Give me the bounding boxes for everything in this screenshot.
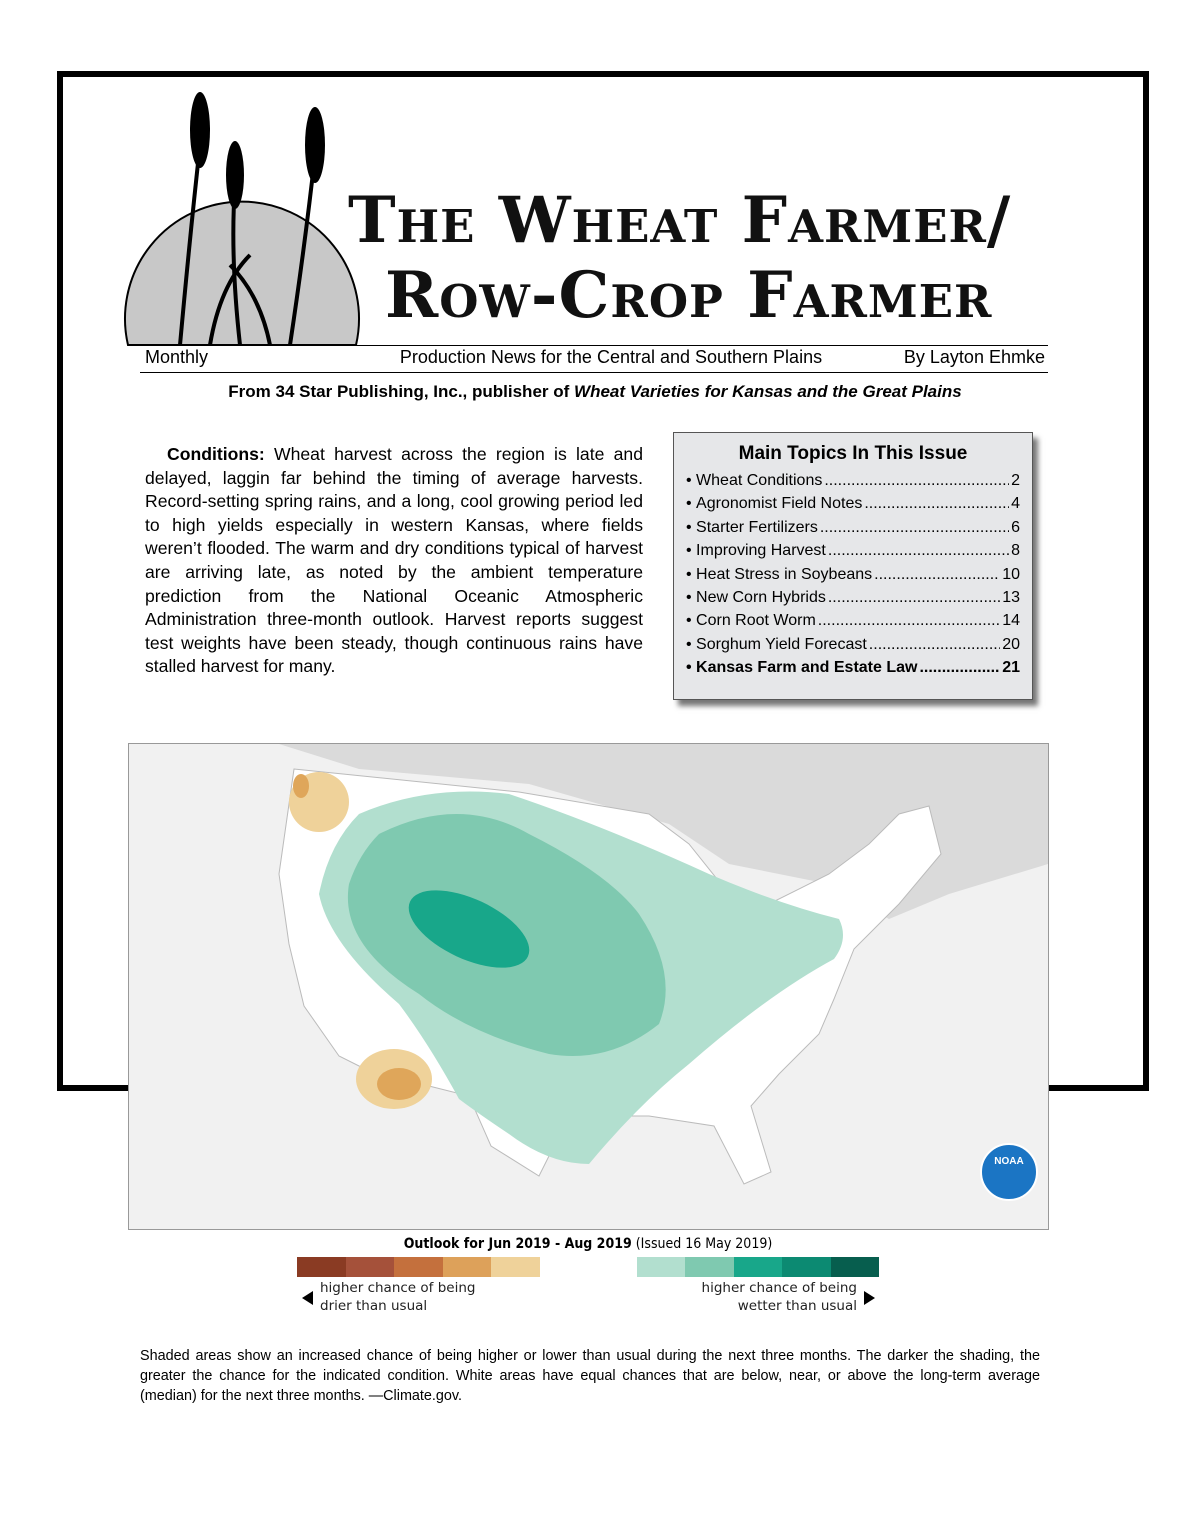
topic-label: Corn Root Worm	[696, 612, 816, 630]
topic-label: Improving Harvest	[696, 542, 826, 560]
footnote: Shaded areas show an increased chance of…	[140, 1348, 1040, 1404]
topics-box: Main Topics In This Issue Wheat Conditio…	[673, 432, 1033, 700]
masthead-title: Row-Crop Farmer	[385, 258, 993, 333]
dots	[828, 539, 1009, 562]
publisher-line: From 34 Star Publishing, Inc., publisher…	[100, 382, 1090, 402]
dots	[828, 586, 1000, 609]
topic-item: Sorghum Yield Forecast 20	[686, 633, 1020, 656]
rule	[140, 372, 1048, 373]
topic-page: 8	[1011, 542, 1020, 560]
dots	[818, 609, 1000, 632]
author: By Layton Ehmke	[903, 347, 1045, 367]
article: Conditions: Wheat harvest across the reg…	[145, 443, 643, 679]
topic-item: Agronomist Field Notes 4	[686, 492, 1020, 515]
topic-label: Sorghum Yield Forecast	[696, 635, 867, 653]
topics-list: Wheat Conditions 2 Agronomist Field Notes 4…	[674, 469, 1032, 680]
publisher-prefix: From 34 Star Publishing, Inc., publisher…	[228, 382, 570, 401]
dots	[864, 492, 1009, 515]
publisher-book: Wheat Varieties for Kansas and the Great…	[574, 382, 962, 401]
caption-issued: (Issued 16 May 2019)	[635, 1236, 773, 1252]
dots	[919, 656, 1000, 679]
topic-item: Heat Stress in Soybeans 10	[686, 563, 1020, 586]
frequency: Monthly	[145, 347, 209, 367]
caption-title: Outlook for Jun 2019 - Aug 2019	[403, 1236, 632, 1252]
topic-label: Starter Fertilizers	[696, 518, 818, 536]
wetter-label: higher chance of being wetter than usual	[702, 1279, 857, 1315]
legend-line: drier than usual	[320, 1298, 428, 1314]
topic-label: Kansas Farm and Estate Law	[696, 659, 918, 677]
tagline: Production News for the Central and Sout…	[399, 347, 823, 367]
dots	[820, 516, 1009, 539]
masthead-subline: Monthly Production News for the Central …	[145, 347, 1045, 368]
map-caption: Outlook for Jun 2019 - Aug 2019 (Issued …	[297, 1236, 879, 1252]
topic-page: 2	[1011, 472, 1020, 489]
legend-line: higher chance of being	[320, 1280, 476, 1296]
legend-line: higher chance of being	[701, 1280, 857, 1296]
article-lead: Conditions:	[167, 444, 265, 464]
topic-item: Corn Root Worm 14	[686, 609, 1020, 632]
topic-item: New Corn Hybrids 13	[686, 586, 1020, 609]
topic-page: 6	[1011, 518, 1020, 536]
topic-page: 14	[1002, 612, 1020, 630]
topic-page: 10	[1002, 565, 1020, 583]
topic-label: Wheat Conditions	[696, 472, 823, 489]
topic-item: Starter Fertilizers 6	[686, 516, 1020, 539]
dots	[869, 633, 1000, 656]
color-scale	[297, 1257, 879, 1277]
outlook-map: NOAA	[128, 743, 1049, 1230]
topic-label: New Corn Hybrids	[696, 589, 826, 607]
masthead-title: The Wheat Farmer/	[348, 183, 1012, 258]
arrow-left	[302, 1291, 313, 1305]
wheat-logo	[124, 92, 360, 346]
topic-item: Wheat Conditions 2	[686, 469, 1020, 492]
arrow-right	[864, 1291, 875, 1305]
topic-item: Improving Harvest 8	[686, 539, 1020, 562]
topic-label: Heat Stress in Soybeans	[696, 565, 873, 583]
topic-page: 20	[1002, 635, 1020, 653]
topics-title: Main Topics In This Issue	[738, 443, 968, 464]
topic-page: 4	[1011, 495, 1020, 513]
legend-line: wetter than usual	[737, 1298, 857, 1314]
topic-page: 13	[1002, 589, 1020, 607]
drier-label: higher chance of being drier than usual	[320, 1279, 475, 1315]
topic-item: Kansas Farm and Estate Law 21	[686, 656, 1020, 679]
article-body: Wheat harvest across the region is late …	[145, 444, 643, 677]
noaa-logo: NOAA	[994, 1156, 1023, 1167]
dots	[824, 469, 1009, 492]
dots	[874, 563, 1000, 586]
topic-label: Agronomist Field Notes	[696, 495, 863, 513]
rule	[140, 345, 1048, 346]
topic-page: 21	[1002, 659, 1020, 677]
